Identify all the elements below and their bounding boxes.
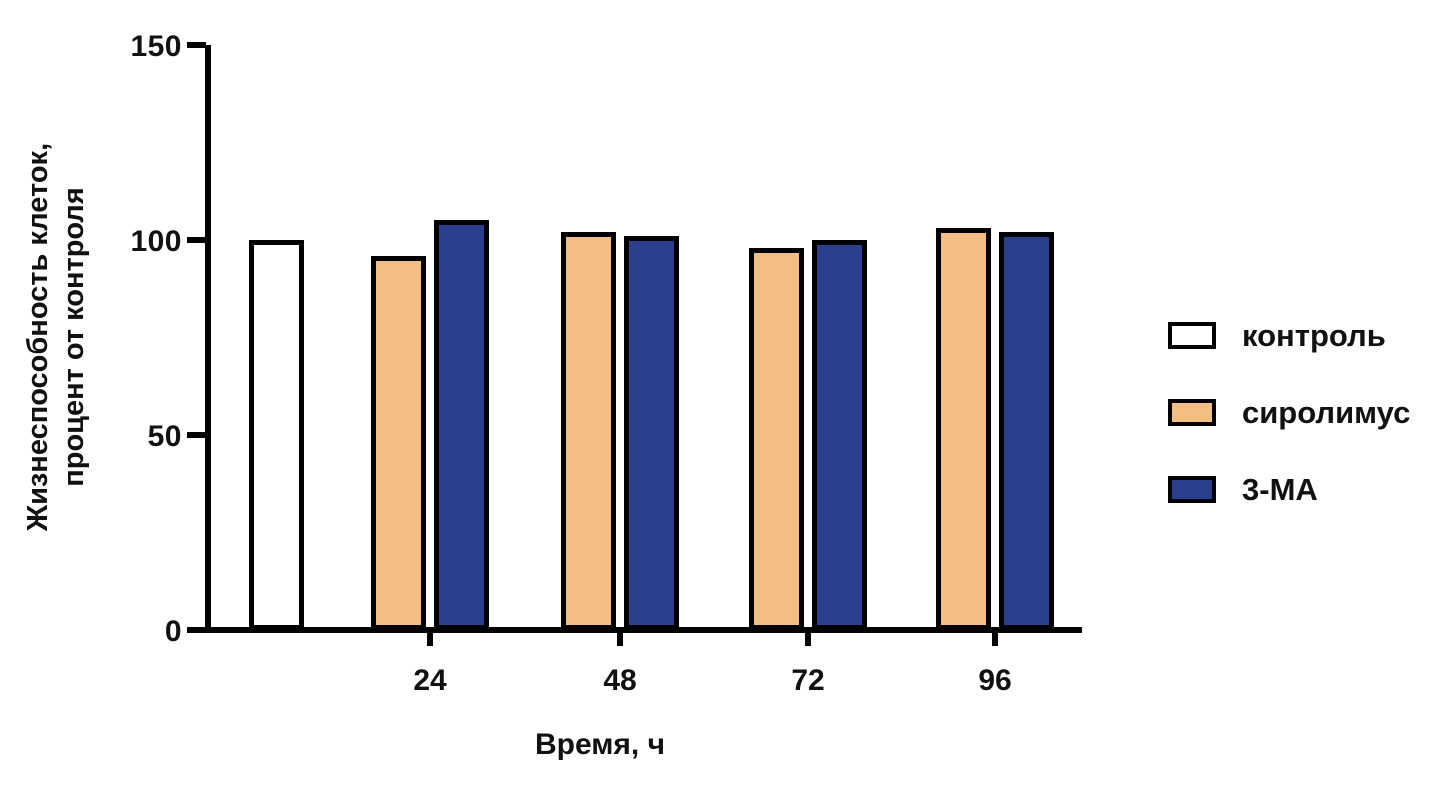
bar-control xyxy=(249,240,304,630)
x-axis-line xyxy=(189,627,1082,633)
y-tick-150 xyxy=(187,42,206,48)
bar-sirolimus-96 xyxy=(936,228,991,630)
x-tick-label-96: 96 xyxy=(978,664,1012,697)
legend-item-3ma: 3-МА xyxy=(1168,474,1410,505)
y-tick-label-50: 50 xyxy=(147,420,182,453)
x-tick-24 xyxy=(427,633,433,646)
legend-label-control: контроль xyxy=(1242,318,1386,353)
y-axis-line xyxy=(205,45,211,633)
y-tick-label-0: 0 xyxy=(164,615,182,648)
legend-swatch-control xyxy=(1168,322,1216,349)
bar-3ma-96 xyxy=(999,232,1054,630)
x-axis-label: Время, ч xyxy=(534,728,666,761)
y-tick-label-100: 100 xyxy=(130,225,182,258)
plot-area xyxy=(205,45,1085,630)
y-tick-label-150: 150 xyxy=(130,30,182,63)
legend-item-control: контроль xyxy=(1168,320,1410,351)
bar-sirolimus-24 xyxy=(371,256,426,630)
x-tick-label-48: 48 xyxy=(603,664,637,697)
legend-swatch-3ma xyxy=(1168,476,1216,503)
y-axis-label-line1: Жизнеспособность клеток, xyxy=(22,142,54,532)
y-tick-100 xyxy=(187,237,206,243)
bar-3ma-72 xyxy=(812,240,867,630)
bar-sirolimus-48 xyxy=(561,232,616,630)
y-tick-50 xyxy=(187,432,206,438)
x-tick-96 xyxy=(992,633,998,646)
legend: контроль сиролимус 3-МА xyxy=(1168,320,1410,505)
x-tick-label-24: 24 xyxy=(413,664,447,697)
y-axis-label: Жизнеспособность клеток, процент от конт… xyxy=(20,35,100,639)
y-tick-0 xyxy=(187,627,206,633)
legend-label-sirolimus: сиролимус xyxy=(1242,395,1411,430)
legend-swatch-sirolimus xyxy=(1168,399,1216,426)
legend-item-sirolimus: сиролимус xyxy=(1168,397,1410,428)
x-tick-label-72: 72 xyxy=(791,664,825,697)
x-tick-48 xyxy=(617,633,623,646)
x-tick-72 xyxy=(805,633,811,646)
bar-3ma-48 xyxy=(624,236,679,630)
y-axis-label-line2: процент от контроля xyxy=(58,187,91,487)
bar-3ma-24 xyxy=(434,220,489,630)
legend-label-3ma: 3-МА xyxy=(1242,472,1318,507)
bar-sirolimus-72 xyxy=(749,248,804,630)
